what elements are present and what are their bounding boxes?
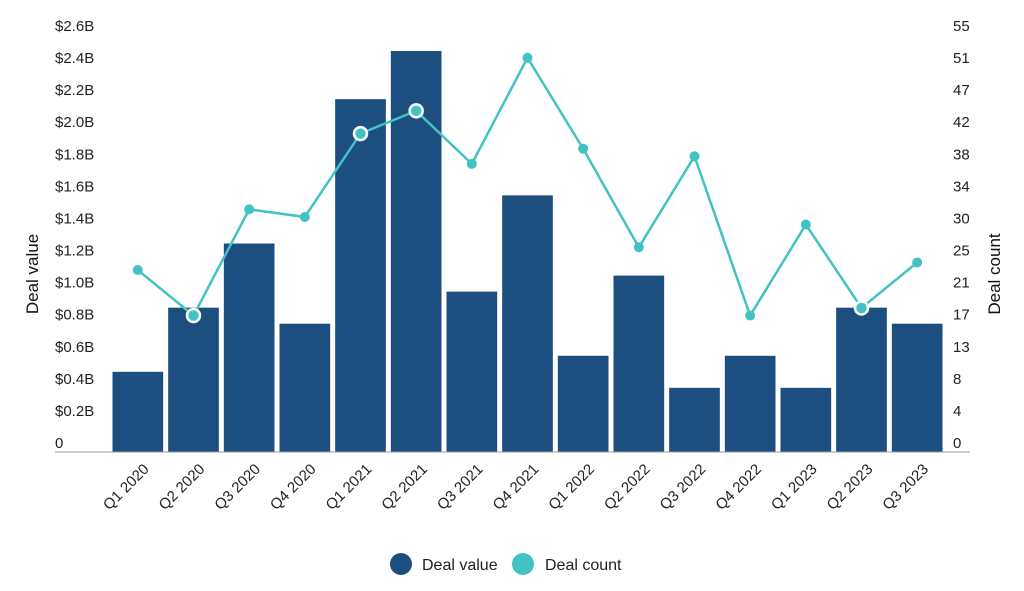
x-axis-ticks: Q1 2020 Q2 2020 Q3 2020 Q4 2020 Q1 2021 Q2 20… bbox=[100, 461, 932, 514]
y-right-tick: 13 bbox=[953, 339, 970, 356]
x-tick: Q2 2023 bbox=[824, 461, 877, 514]
y-right-tick: 8 bbox=[953, 371, 961, 388]
y-left-tick: $0.6B bbox=[55, 339, 94, 356]
bars-layer bbox=[112, 51, 943, 453]
x-tick: Q3 2020 bbox=[211, 461, 264, 514]
y-right-tick: 42 bbox=[953, 114, 970, 131]
bar-q4-2020 bbox=[279, 323, 331, 452]
point-q3-2022 bbox=[689, 151, 700, 162]
y-left-tick: $1.0B bbox=[55, 275, 94, 292]
bar-q2-2022 bbox=[613, 275, 665, 452]
x-tick: Q4 2020 bbox=[267, 461, 320, 514]
y-right-tick: 47 bbox=[953, 82, 970, 99]
point-q3-2023 bbox=[912, 257, 923, 268]
y-left-tick: $0.4B bbox=[55, 371, 94, 388]
bar-q2-2020 bbox=[168, 307, 219, 452]
bar-q3-2020 bbox=[223, 243, 275, 452]
y-right-tick: 17 bbox=[953, 307, 970, 324]
legend-label-deal-count: Deal count bbox=[545, 557, 622, 574]
y-right-tick: 0 bbox=[953, 435, 961, 452]
y-right-tick: 51 bbox=[953, 50, 970, 67]
x-tick: Q1 2022 bbox=[545, 461, 598, 514]
y-right-tick: 55 bbox=[953, 18, 970, 35]
bar-q3-2023 bbox=[891, 323, 943, 452]
x-tick: Q4 2021 bbox=[490, 461, 543, 514]
y-left-tick: $2.6B bbox=[55, 18, 94, 35]
bar-q3-2022 bbox=[669, 387, 720, 452]
y-left-tick: $1.8B bbox=[55, 146, 94, 163]
x-tick: Q3 2022 bbox=[657, 461, 710, 514]
legend-swatch-deal-count bbox=[512, 553, 534, 575]
bar-q1-2020 bbox=[112, 371, 164, 452]
y-left-tick: $1.2B bbox=[55, 243, 94, 260]
point-q2-2023 bbox=[853, 300, 870, 316]
x-tick: Q2 2021 bbox=[378, 461, 431, 514]
point-q4-2021 bbox=[522, 52, 533, 63]
point-q3-2020 bbox=[244, 204, 255, 215]
point-q1-2022 bbox=[578, 143, 589, 154]
point-q2-2020 bbox=[185, 307, 202, 324]
y-left-tick: $1.4B bbox=[55, 210, 94, 227]
point-q4-2022 bbox=[745, 310, 756, 321]
y-left-tick: $0.8B bbox=[55, 307, 94, 324]
bar-q1-2023 bbox=[780, 387, 832, 452]
y-right-tick: 25 bbox=[953, 243, 970, 260]
bar-q4-2021 bbox=[502, 195, 553, 452]
point-q2-2022 bbox=[633, 242, 644, 253]
point-q1-2021 bbox=[352, 125, 369, 142]
point-q2-2021 bbox=[408, 103, 424, 119]
y-left-tick: $0.2B bbox=[55, 403, 94, 420]
x-tick: Q1 2023 bbox=[768, 461, 821, 514]
x-tick: Q3 2023 bbox=[879, 461, 932, 514]
x-tick: Q1 2020 bbox=[100, 461, 153, 514]
y-left-tick: $1.6B bbox=[55, 178, 94, 195]
x-tick: Q2 2022 bbox=[601, 461, 654, 514]
bar-q1-2022 bbox=[557, 355, 609, 452]
y-left-tick: $2.0B bbox=[55, 114, 94, 131]
y-left-tick: 0 bbox=[55, 435, 63, 452]
y-left-tick: $2.2B bbox=[55, 82, 94, 99]
bar-q1-2021 bbox=[335, 99, 386, 453]
x-tick: Q1 2021 bbox=[323, 461, 376, 514]
legend-label-deal-value: Deal value bbox=[422, 557, 498, 574]
y-axis-right-ticks: 0 4 8 13 17 21 25 30 34 38 42 47 51 55 bbox=[953, 18, 970, 452]
point-q1-2020 bbox=[132, 265, 143, 276]
x-tick: Q3 2021 bbox=[434, 461, 487, 514]
y-axis-right-title: Deal count bbox=[985, 233, 1004, 315]
legend-swatch-deal-value bbox=[390, 553, 412, 575]
y-axis-left-ticks: 0 $0.2B $0.4B $0.6B $0.8B $1.0B $1.2B $1.4B $1.6… bbox=[55, 18, 94, 452]
x-tick: Q2 2020 bbox=[156, 461, 209, 514]
y-right-tick: 21 bbox=[953, 275, 970, 292]
bar-q3-2021 bbox=[446, 291, 498, 452]
y-right-tick: 30 bbox=[953, 210, 970, 227]
point-q1-2023 bbox=[800, 219, 811, 230]
y-right-tick: 4 bbox=[953, 403, 961, 420]
y-right-tick: 38 bbox=[953, 146, 970, 163]
legend: Deal value Deal count bbox=[390, 553, 622, 575]
x-tick: Q4 2022 bbox=[712, 461, 765, 514]
line-layer bbox=[132, 52, 923, 324]
bar-q4-2022 bbox=[724, 355, 776, 452]
y-axis-left-title: Deal value bbox=[23, 234, 42, 314]
point-q4-2020 bbox=[299, 211, 310, 222]
bar-q2-2023 bbox=[836, 307, 887, 452]
y-right-tick: 34 bbox=[953, 178, 970, 195]
point-q3-2021 bbox=[466, 158, 477, 169]
y-left-tick: $2.4B bbox=[55, 50, 94, 67]
